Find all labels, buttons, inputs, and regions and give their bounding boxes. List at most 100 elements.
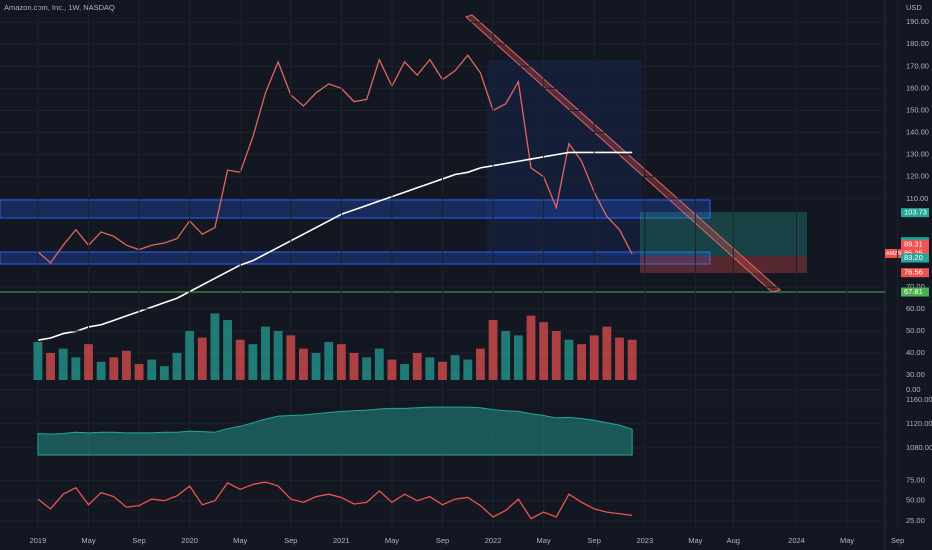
price-line [37,481,633,520]
x-tick-label: May [233,536,247,545]
volume-bar [438,361,447,380]
volume-bar [58,348,68,380]
volume-bar [159,366,169,380]
volume-bar [425,357,435,380]
trend-channel [465,14,782,293]
y-tick-label: 0.00 [906,385,921,394]
price-tag-label: 67.81 [904,287,923,296]
x-tick-label: 2019 [30,536,47,545]
y-tick-label: 25.00 [906,516,925,525]
x-tick-label: Sep [284,536,297,545]
y-tick-label: 1160.00 [906,395,932,404]
volume-bar [96,361,106,380]
volume-bar [412,352,422,380]
symbol-title: Amazon.com, Inc., 1W, NASDAQ [4,3,115,12]
x-tick-label: May [81,536,95,545]
volume-bar [84,344,93,380]
volume-bar [71,357,81,380]
volume-bar [235,339,245,380]
y-tick-label: 50.00 [906,496,925,505]
x-tick-label: May [840,536,854,545]
volume-bar [147,359,157,380]
y-tick-label: 70.00 [906,282,925,291]
volume-bar [261,326,270,380]
price-line [37,54,633,264]
x-tick-label: Sep [436,536,449,545]
volume-bar [324,341,334,380]
price-tag [901,253,929,263]
y-tick-label: 120.00 [906,172,929,181]
indicator-area [37,406,633,456]
volume-bar [122,350,131,380]
volume-bar [134,363,144,380]
volume-bar [362,357,372,380]
volume-bar [551,330,561,380]
x-tick-label: 2023 [636,536,653,545]
x-tick-label: May [385,536,399,545]
price-line [37,151,633,341]
y-tick-label: 1080.00 [906,443,932,452]
zone-band [0,251,711,265]
volume-bar [577,344,586,380]
volume-bar [387,359,397,380]
y-tick-label: 140.00 [906,128,929,137]
volume-bar [33,341,43,380]
price-tag [901,287,929,297]
x-tick-label: 2020 [181,536,198,545]
volume-bar [197,337,207,380]
x-tick-label: 2022 [485,536,502,545]
volume-bar [185,330,195,380]
x-tick-label: Sep [891,536,904,545]
price-tag [901,208,929,218]
x-tick-label: Sep [132,536,145,545]
price-tag-label: 76.56 [904,268,923,277]
volume-bar [513,335,523,380]
x-tick-label: May [537,536,551,545]
y-tick-label: 130.00 [906,150,929,159]
range-box [487,60,642,255]
volume-bar [400,363,409,380]
y-tick-label: 180.00 [906,39,929,48]
volume-bar [374,348,384,380]
y-tick-label: 110.00 [906,194,928,203]
y-tick-label: 50.00 [906,326,925,335]
volume-bar [273,330,283,380]
y-tick-label: 150.00 [906,105,929,114]
volume-bar [602,326,612,380]
x-tick-label: 2021 [333,536,350,545]
volume-bar [248,344,258,380]
y-tick-label: 75.00 [906,475,925,484]
volume-bar [311,352,321,380]
y-tick-label: 160.00 [906,83,929,92]
volume-bar [172,352,182,380]
target-box [640,212,807,256]
volume-bar [336,344,346,380]
stop-box [640,256,807,273]
volume-bar [463,359,473,380]
price-tag [901,240,929,250]
currency: USD [906,3,922,12]
volume-bar [501,330,511,380]
volume-bar [615,337,624,380]
volume-bar [286,335,296,380]
volume-bar [223,319,232,380]
x-tick-label: Sep [588,536,601,545]
x-tick-label: May [688,536,702,545]
y-tick-label: 190.00 [906,17,929,26]
volume-bar [299,348,308,380]
price-tag-label: 103.73 [904,208,927,217]
volume-bar [46,352,55,380]
volume-bar [539,322,549,380]
y-tick-label: 30.00 [906,370,925,379]
volume-bar [476,348,485,380]
price-tag-label: 85.25 [904,248,923,257]
volume-bar [488,319,498,380]
volume-bar [450,355,460,380]
volume-bar [627,339,637,380]
symbol-tag [885,248,901,258]
price-tag-label: 89.31 [904,240,923,249]
volume-bar [589,335,599,380]
volume-bar [564,339,574,380]
y-tick-label: 60.00 [906,304,925,313]
